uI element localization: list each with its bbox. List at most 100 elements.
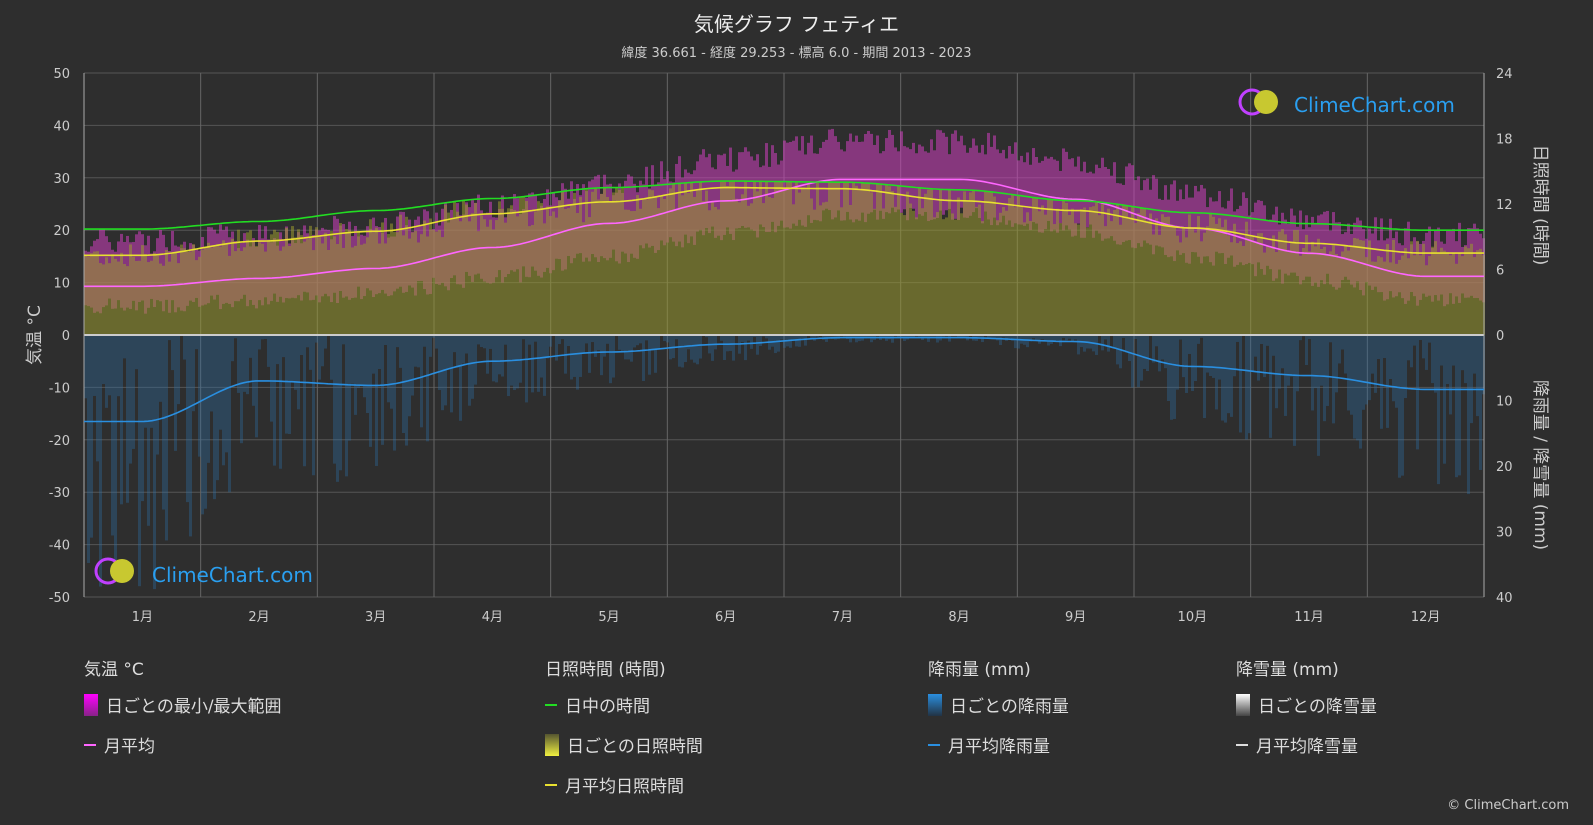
- daily-sunshine-bar: [483, 219, 486, 335]
- daily-rain-bar: [264, 335, 267, 339]
- daily-rain-bar: [312, 335, 315, 476]
- plot-area: 50 40 30 20 10 0 -10 -20 -30 -40 -50 24 18 12 6 0 10 20 30…: [25, 67, 1550, 625]
- daily-sunshine-bar: [915, 217, 918, 335]
- rain-avg-swatch: [928, 743, 940, 746]
- daily-sunshine-bar: [840, 207, 843, 335]
- daily-rain-bar: [864, 335, 867, 339]
- daily-rain-bar: [1455, 335, 1458, 478]
- daily-rain-bar: [525, 335, 528, 403]
- daily-temp-range-bar: [888, 129, 891, 214]
- daily-sunshine-bar: [1317, 238, 1320, 335]
- daily-temp-range-bar: [1041, 160, 1044, 233]
- daily-sunshine-bar: [801, 188, 804, 335]
- daily-rain-bar: [1263, 335, 1266, 378]
- daily-sunshine-bar: [414, 230, 417, 335]
- daily-sunshine-bar: [1041, 205, 1044, 335]
- daily-temp-range-bar: [957, 141, 960, 221]
- daily-sunshine-bar: [951, 213, 954, 335]
- daily-sunshine-bar: [201, 249, 204, 335]
- daily-rain-bar: [456, 335, 459, 368]
- daily-rain-bar: [882, 335, 885, 338]
- daily-sunshine-bar: [543, 223, 546, 335]
- daily-sunshine-bar: [1143, 208, 1146, 335]
- daily-rain-bar: [1344, 335, 1347, 374]
- daily-rain-bar: [1368, 335, 1371, 401]
- daily-rain-bar: [138, 335, 141, 587]
- series-line-1: [84, 180, 1484, 231]
- daily-rain-bar: [810, 335, 813, 339]
- x-tick-label: 8月: [948, 610, 969, 625]
- daily-sunshine-bar: [822, 202, 825, 335]
- daily-rain-bar: [1305, 335, 1308, 366]
- daily-rain-bar: [1272, 335, 1275, 356]
- daily-rain-bar: [693, 335, 696, 363]
- daily-sunshine-bar: [1218, 218, 1221, 335]
- daily-sunshine-bar: [108, 263, 111, 335]
- daily-sunshine-bar: [1146, 220, 1149, 335]
- daily-rain-bar: [375, 335, 378, 466]
- daily-temp-range-bar: [771, 145, 774, 222]
- daily-sunshine-bar: [1113, 209, 1116, 335]
- daily-temp-range-bar: [1008, 146, 1011, 221]
- daily-temp-range-bar: [1002, 149, 1005, 216]
- daily-rain-bar: [1182, 335, 1185, 378]
- daily-temp-range-bar: [1263, 205, 1266, 275]
- daily-temp-range-bar: [981, 144, 984, 224]
- daily-sunshine-bar: [828, 182, 831, 335]
- daily-rain-bar: [357, 335, 360, 389]
- daily-sunshine-bar: [1188, 214, 1191, 335]
- daily-sunshine-bar: [1395, 263, 1398, 335]
- daily-rain-bar: [291, 335, 294, 383]
- daily-sunshine-bar: [618, 189, 621, 335]
- daily-sunshine-bar: [318, 237, 321, 335]
- daily-sunshine-bar: [996, 220, 999, 335]
- daily-temp-range-bar: [1062, 148, 1065, 231]
- daily-rain-bar: [561, 335, 564, 340]
- daily-temp-range-bar: [828, 129, 831, 211]
- daily-rain-bar: [306, 335, 309, 348]
- daily-rain-bar: [771, 335, 774, 347]
- daily-rain-bar: [372, 335, 375, 374]
- daily-rain-bar: [498, 335, 501, 375]
- daily-sunshine-bar: [306, 239, 309, 335]
- daily-sunshine-bar: [1038, 211, 1041, 335]
- daily-sunshine-bar: [780, 181, 783, 335]
- daily-sunshine-bar: [720, 181, 723, 335]
- daily-sunshine-bar: [1206, 226, 1209, 335]
- daily-temp-range-bar: [936, 129, 939, 218]
- daily-sunshine-bar: [1002, 207, 1005, 335]
- daily-rain-bar: [252, 335, 255, 406]
- daily-rain-bar: [576, 335, 579, 390]
- temp-range-swatch: [84, 693, 98, 716]
- daily-sunshine-bar: [1476, 250, 1479, 335]
- daily-rain-bar: [777, 335, 780, 352]
- daily-sunshine-bar: [741, 194, 744, 335]
- daily-sunshine-bar: [111, 254, 114, 335]
- daily-sunshine-bar: [1065, 202, 1068, 335]
- daily-sunshine-bar: [774, 181, 777, 335]
- daily-sunshine-bar: [975, 206, 978, 335]
- daily-rain-bar: [468, 335, 471, 406]
- daily-sunshine-bar: [990, 191, 993, 335]
- left-tick-label: -40: [49, 539, 70, 554]
- daily-rain-bar: [1104, 335, 1107, 340]
- x-tick-label: 11月: [1294, 610, 1324, 625]
- daily-rain-bar: [1041, 335, 1044, 340]
- daily-rain-bar: [432, 335, 435, 338]
- daily-rain-bar: [243, 335, 246, 392]
- daily-sunshine-bar: [963, 191, 966, 335]
- daily-rain-bar: [1185, 335, 1188, 393]
- daily-sunshine-bar: [1329, 251, 1332, 335]
- daily-sunshine-bar: [1374, 261, 1377, 335]
- daily-rain-bar: [570, 335, 573, 380]
- daily-sunshine-bar: [84, 255, 87, 335]
- daily-sunshine-bar: [492, 229, 495, 335]
- daily-sunshine-bar: [942, 219, 945, 335]
- daily-sunshine-bar: [645, 199, 648, 335]
- daily-temp-range-bar: [783, 140, 786, 228]
- daily-sunshine-bar: [1296, 230, 1299, 335]
- daily-sunshine-bar: [1167, 216, 1170, 335]
- daily-rain-bar: [585, 335, 588, 344]
- daily-rain-bar: [408, 335, 411, 417]
- daily-sun-swatch: [545, 733, 559, 756]
